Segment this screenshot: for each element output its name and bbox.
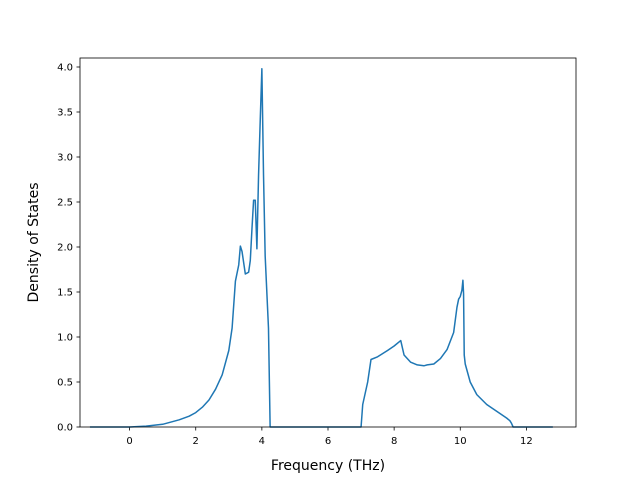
x-tick-label: 8 [391,436,397,447]
y-tick-label: 3.5 [57,108,73,119]
dos-series-line [89,68,553,428]
x-tick-label: 12 [520,436,533,447]
x-tick-label: 10 [454,436,467,447]
x-tick-label: 0 [126,436,132,447]
y-tick-label: 0.5 [57,378,73,389]
y-axis-title: Density of States [26,183,42,303]
plot-frame [79,57,577,428]
y-tick-label: 0.0 [57,423,73,434]
y-tick-label: 3.0 [57,153,73,164]
y-tick-label: 2.0 [57,243,73,254]
x-tick-label: 4 [259,436,265,447]
x-axis-ticks: 0 2 4 6 8 10 12 [126,427,533,447]
x-tick-label: 6 [325,436,331,447]
y-tick-label: 4.0 [57,63,73,74]
x-tick-label: 2 [193,436,199,447]
y-tick-label: 2.5 [57,198,73,209]
y-axis-ticks: 0.0 0.5 1.0 1.5 2.0 2.5 3.0 3.5 4.0 [57,63,80,434]
y-tick-label: 1.0 [57,333,73,344]
x-axis-title: Frequency (THz) [271,458,385,474]
y-tick-label: 1.5 [57,288,73,299]
